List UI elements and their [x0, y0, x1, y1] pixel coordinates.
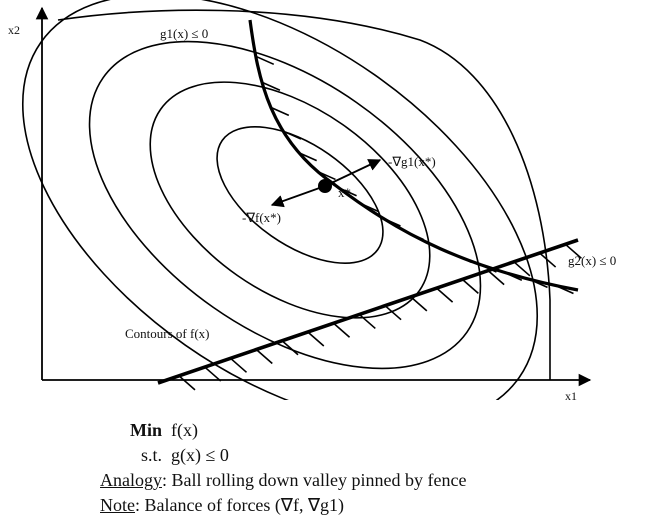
hatch-mark — [539, 252, 557, 268]
analogy-label: Analogy — [100, 470, 162, 490]
hatch-mark — [204, 366, 222, 382]
axes — [35, 6, 592, 387]
analogy-text: : Ball rolling down valley pinned by fen… — [162, 470, 467, 490]
st-expression: g(x) ≤ 0 — [171, 445, 229, 465]
note-label: Note — [100, 495, 135, 515]
hatch-mark — [255, 348, 273, 365]
hatch-mark — [487, 269, 505, 286]
optimum-label: x* — [338, 185, 351, 200]
contour-2 — [149, 81, 431, 319]
hatch-mark — [281, 340, 299, 356]
grad-f-label: -∇f(x*) — [242, 210, 281, 225]
g2-hatch-marks — [178, 243, 582, 391]
hatch-mark — [382, 217, 401, 227]
optimum-point — [318, 179, 332, 193]
contour-3 — [88, 40, 482, 370]
hatch-mark — [317, 170, 336, 181]
hatch-mark — [555, 284, 574, 295]
hatch-mark — [529, 278, 548, 289]
g2-constraint-label: g2(x) ≤ 0 — [568, 253, 616, 268]
hatch-mark — [178, 375, 196, 391]
hatch-mark — [255, 55, 275, 66]
hatch-mark — [410, 296, 428, 312]
min-keyword: Min — [130, 420, 163, 440]
hatch-mark — [270, 106, 290, 117]
g2-boundary-line — [157, 238, 579, 385]
hatch-mark — [229, 357, 248, 373]
hatch-mark — [338, 187, 357, 197]
hatch-mark — [261, 81, 281, 91]
hatch-mark — [436, 287, 454, 303]
caption: Min f(x) s.t. g(x) ≤ 0 Analogy: Ball rol… — [0, 400, 657, 532]
hatch-mark — [428, 242, 448, 253]
hatch-mark — [359, 202, 379, 213]
hatch-mark — [282, 130, 302, 140]
hatch-mark — [358, 313, 376, 330]
caption-note-row: Note: Balance of forces (∇f, ∇g1) — [100, 495, 344, 516]
st-keyword: s.t. — [141, 445, 163, 465]
g1-hatch-marks — [255, 55, 574, 295]
grad-g1-arrow — [324, 159, 382, 187]
contours-label: Contours of f(x) — [125, 326, 210, 341]
hatch-mark — [298, 151, 318, 162]
g1-constraint-label: g1(x) ≤ 0 — [160, 26, 208, 41]
contour-1 — [216, 126, 384, 264]
caption-min-row: Min f(x) — [130, 420, 198, 441]
hatch-mark — [384, 305, 402, 321]
contour-outer — [57, 9, 551, 380]
hatch-mark — [453, 253, 472, 264]
hatch-mark — [503, 271, 523, 281]
hatch-mark — [513, 261, 531, 277]
min-expression: f(x) — [171, 420, 198, 440]
optimization-diagram: x2 x1 g1(x) ≤ 0 g2(x) ≤ 0 -∇g1(x*) -∇f(x… — [8, 0, 616, 400]
grad-f-arrow — [270, 185, 326, 208]
contour-4 — [21, 0, 539, 400]
grad-g1-label: -∇g1(x*) — [388, 154, 436, 169]
y-axis-label: x2 — [8, 23, 20, 37]
hatch-mark — [564, 243, 582, 259]
hatch-mark — [307, 331, 325, 347]
hatch-mark — [405, 230, 424, 241]
caption-analogy-row: Analogy: Ball rolling down valley pinned… — [100, 470, 466, 491]
caption-st-row: s.t. g(x) ≤ 0 — [141, 445, 229, 466]
hatch-mark — [333, 322, 351, 338]
hatch-mark — [461, 278, 479, 294]
contours-of-f — [21, 0, 539, 400]
note-text: : Balance of forces (∇f, ∇g1) — [135, 495, 344, 515]
x-axis-label: x1 — [565, 389, 577, 400]
